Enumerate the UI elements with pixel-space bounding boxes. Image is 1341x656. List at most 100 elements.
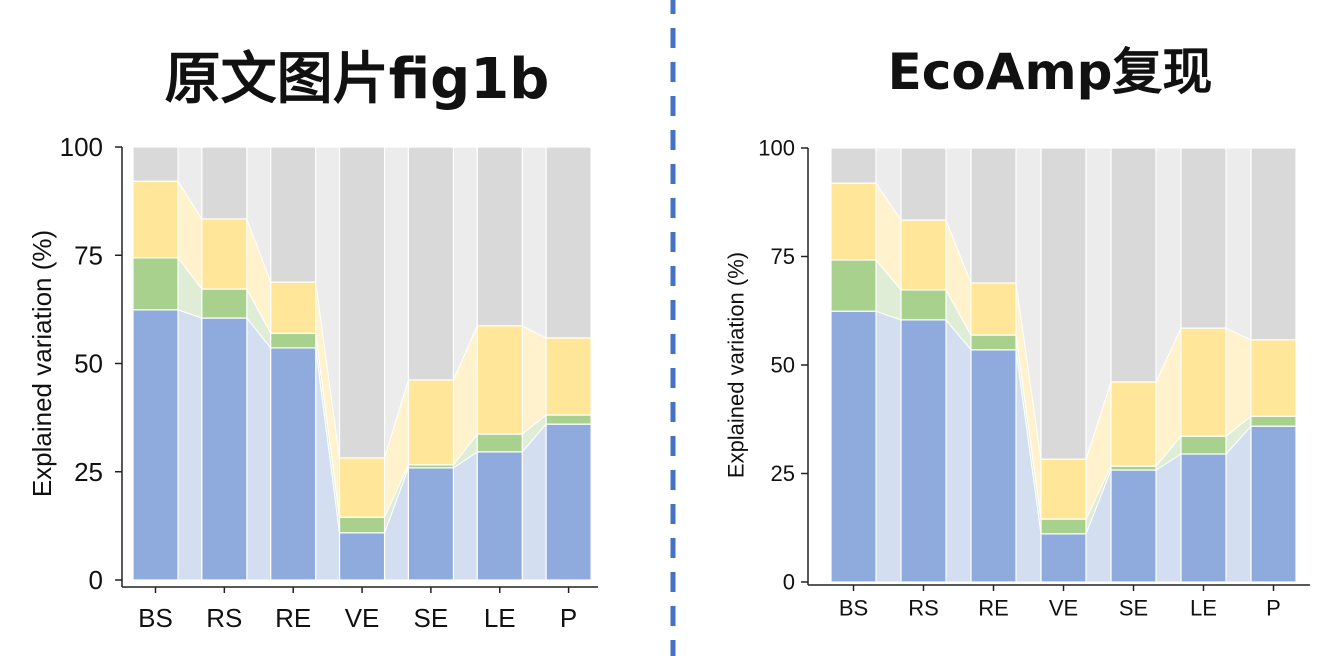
y-tick-label: 0 [783, 570, 795, 595]
y-tick-label: 25 [74, 457, 103, 487]
bar-p-green-segment [545, 414, 592, 425]
bar-p-grey-segment [1250, 147, 1297, 341]
bar-bs-grey-segment [830, 147, 877, 184]
bar-bs-blue-segment [132, 309, 179, 581]
dashed-divider [670, 0, 676, 656]
bar-p-grey-segment [545, 146, 592, 339]
x-tick-label-se: SE [414, 603, 449, 633]
bar-ve-yellow-segment [338, 457, 386, 518]
bar-p-yellow-segment [1250, 339, 1297, 417]
bar-ve-blue-segment [1040, 533, 1087, 583]
blue-band-rs-to-re [246, 316, 272, 581]
blue-band-bs-to-rs [875, 310, 902, 583]
bar-rs-blue-segment [900, 319, 947, 583]
y-tick-label: 75 [74, 240, 103, 270]
bar-rs-green-segment [900, 289, 947, 321]
bar-le-green-segment [1180, 435, 1227, 455]
bar-p-yellow-segment [545, 337, 592, 416]
bar-re-blue-segment [270, 347, 317, 581]
x-tick-label-rs: RS [206, 603, 242, 633]
grey-band-le-to-p [1225, 147, 1252, 341]
bar-p-blue-segment [1250, 425, 1297, 583]
bar-rs-blue-segment [201, 317, 248, 581]
right-chart-title: EcoAmp复现 [887, 43, 1213, 101]
bar-bs-green-segment [830, 259, 877, 312]
y-tick-label: 25 [771, 461, 795, 486]
x-axis: BS RS RE VE SE LE P [808, 584, 1310, 621]
bar-re-grey-segment [970, 147, 1017, 284]
bar-le-grey-segment [476, 146, 523, 327]
bar-re-grey-segment [270, 146, 317, 283]
yellow-band-le-to-p [521, 324, 547, 436]
bar-se-grey-segment [407, 146, 454, 381]
x-tick-label-p: P [560, 603, 577, 633]
x-tick-label-bs: BS [839, 596, 868, 621]
bar-se-blue-segment [1110, 469, 1157, 583]
bar-re-yellow-segment [970, 282, 1017, 336]
x-tick-label-re: RE [978, 596, 1009, 621]
bar-se-yellow-segment [1110, 381, 1157, 467]
x-tick-label-p: P [1266, 596, 1281, 621]
bar-se-yellow-segment [407, 379, 454, 466]
bars [830, 147, 1297, 583]
right-stacked-bar-chart: 0 25 50 75 100 Explained variation (%) BS RS RE V… [724, 136, 1310, 621]
x-tick-label-se: SE [1119, 596, 1148, 621]
bar-ve-yellow-segment [1040, 458, 1087, 520]
y-axis: 0 25 50 75 100 Explained variation (%) [724, 136, 809, 595]
x-tick-label-ve: VE [345, 603, 380, 633]
grey-band-le-to-p [521, 146, 547, 339]
bar-rs-grey-segment [900, 147, 947, 221]
bar-le-yellow-segment [476, 325, 523, 435]
bar-ve-green-segment [1040, 518, 1087, 535]
y-tick-label: 75 [771, 244, 795, 269]
bar-re-green-segment [970, 334, 1017, 351]
y-tick-label: 50 [74, 349, 103, 379]
bar-bs-blue-segment [830, 310, 877, 583]
left-chart-title: 原文图片fig1b [164, 47, 550, 112]
bar-le-green-segment [476, 433, 523, 453]
blue-band-bs-to-rs [177, 309, 203, 581]
bar-se-blue-segment [407, 467, 454, 581]
bar-le-blue-segment [1180, 453, 1227, 583]
bar-rs-yellow-segment [201, 218, 248, 290]
bar-bs-green-segment [132, 257, 179, 311]
connector-bands [875, 147, 1252, 583]
x-axis: BS RS RE VE SE LE P [122, 586, 598, 633]
bar-ve-grey-segment [1040, 147, 1087, 460]
y-tick-label: 100 [758, 136, 795, 161]
y-axis: 0 25 50 75 100 Explained variation (%) [27, 132, 123, 595]
bar-bs-yellow-segment [830, 182, 877, 261]
y-axis-label: Explained variation (%) [27, 230, 57, 497]
bar-rs-green-segment [201, 288, 248, 319]
bar-ve-grey-segment [338, 146, 386, 459]
bar-bs-yellow-segment [132, 180, 179, 259]
x-tick-label-le: LE [484, 603, 516, 633]
x-tick-label-ve: VE [1049, 596, 1078, 621]
y-tick-label: 50 [771, 353, 795, 378]
x-tick-label-rs: RS [908, 596, 939, 621]
x-tick-label-le: LE [1190, 596, 1217, 621]
x-tick-label-bs: BS [138, 603, 173, 633]
bar-le-yellow-segment [1180, 327, 1227, 437]
left-stacked-bar-chart: 0 25 50 75 100 Explained variation (%) BS RS RE V… [27, 132, 598, 633]
x-tick-label-re: RE [275, 603, 311, 633]
bar-le-blue-segment [476, 451, 523, 581]
y-tick-label: 100 [60, 132, 103, 162]
y-tick-label: 0 [89, 565, 103, 595]
bar-re-yellow-segment [270, 281, 317, 334]
bar-p-blue-segment [545, 423, 592, 581]
bar-re-blue-segment [970, 349, 1017, 583]
bar-le-grey-segment [1180, 147, 1227, 329]
bar-re-green-segment [270, 332, 317, 349]
bar-p-green-segment [1250, 415, 1297, 427]
blue-band-rs-to-re [945, 318, 972, 583]
bar-se-grey-segment [1110, 147, 1157, 383]
bars [132, 146, 592, 581]
blue-band-se-to-le [452, 450, 478, 581]
bar-bs-grey-segment [132, 146, 179, 182]
bar-ve-blue-segment [338, 532, 386, 581]
bar-rs-grey-segment [201, 146, 248, 220]
bar-rs-yellow-segment [900, 219, 947, 291]
blue-band-se-to-le [1155, 453, 1182, 583]
y-axis-label: Explained variation (%) [724, 252, 749, 478]
